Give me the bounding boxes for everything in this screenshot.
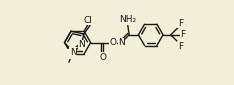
Text: NH₂: NH₂ (119, 15, 136, 24)
Text: N: N (68, 49, 74, 58)
Text: O: O (99, 53, 106, 62)
Text: F: F (180, 30, 185, 39)
Text: F: F (178, 19, 183, 28)
Text: N: N (78, 40, 85, 49)
Text: N: N (70, 48, 77, 57)
Text: F: F (178, 42, 183, 51)
Text: Cl: Cl (84, 16, 92, 25)
Text: O: O (110, 38, 117, 47)
Text: N: N (118, 38, 125, 47)
